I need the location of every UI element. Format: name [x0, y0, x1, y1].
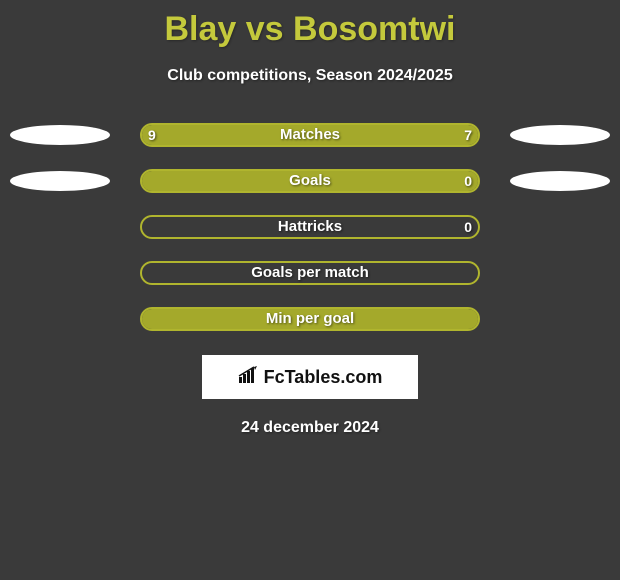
page-title: Blay vs Bosomtwi	[0, 0, 620, 49]
stat-value-right: 0	[464, 215, 472, 239]
logo-text: FcTables.com	[264, 367, 383, 388]
stat-label: Goals per match	[142, 263, 478, 283]
player-oval-right	[510, 125, 610, 145]
stat-label: Matches	[142, 125, 478, 145]
stat-row: Matches9 7	[0, 123, 620, 147]
stat-row: Hattricks0	[0, 215, 620, 239]
stat-row: Goals per match	[0, 261, 620, 285]
stat-value-right: 7	[464, 123, 472, 147]
stat-bar: Hattricks	[140, 215, 480, 239]
stat-label: Goals	[142, 171, 478, 191]
stat-bar: Matches	[140, 123, 480, 147]
player-oval-right	[510, 171, 610, 191]
stat-label: Hattricks	[142, 217, 478, 237]
stat-value-right: 0	[464, 169, 472, 193]
page-subtitle: Club competitions, Season 2024/2025	[0, 67, 620, 85]
logo-box: FcTables.com	[202, 355, 418, 399]
bar-chart-icon	[238, 366, 260, 389]
stat-label: Min per goal	[142, 309, 478, 329]
player-oval-left	[10, 125, 110, 145]
date-text: 24 december 2024	[0, 419, 620, 437]
comparison-rows: Matches97Goals0Hattricks0Goals per match…	[0, 123, 620, 331]
stat-value-left: 9	[148, 123, 156, 147]
stat-row: Goals0	[0, 169, 620, 193]
stat-bar: Min per goal	[140, 307, 480, 331]
stat-bar: Goals per match	[140, 261, 480, 285]
stat-row: Min per goal	[0, 307, 620, 331]
stat-bar: Goals	[140, 169, 480, 193]
player-oval-left	[10, 171, 110, 191]
logo: FcTables.com	[238, 366, 383, 389]
